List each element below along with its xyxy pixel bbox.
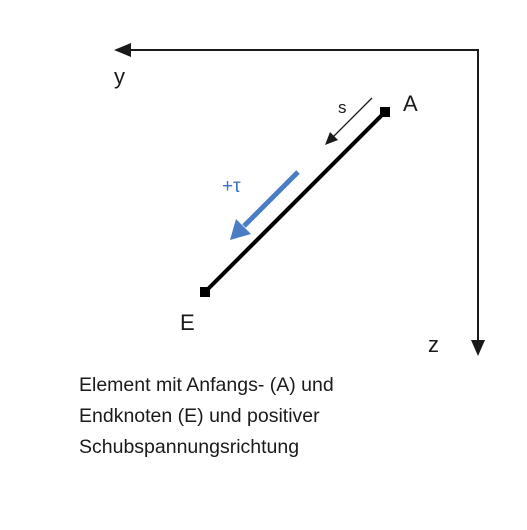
element-line: [203, 110, 387, 294]
tau-direction-arrowhead: [230, 219, 251, 240]
tau-label: +τ: [222, 176, 241, 197]
node-a-marker: [380, 107, 390, 117]
y-axis-arrowhead: [114, 43, 131, 57]
caption-line-2: Endknoten (E) und positiver: [79, 405, 320, 427]
caption-line-1: Element mit Anfangs- (A) und: [79, 374, 334, 396]
z-axis-arrowhead: [471, 340, 485, 356]
y-axis-label: y: [114, 64, 125, 89]
caption-line-3: Schubspannungsrichtung: [79, 436, 300, 458]
s-label: s: [338, 98, 347, 117]
node-a-label: A: [403, 91, 418, 116]
s-direction-arrowhead: [325, 132, 338, 145]
node-e-label: E: [180, 310, 195, 335]
tau-direction-arrow: [242, 170, 300, 228]
node-e-marker: [200, 287, 210, 297]
z-axis-label: z: [428, 332, 439, 357]
figure-caption: Element mit Anfangs- (A) und Endknoten (…: [79, 370, 499, 463]
s-direction-arrow: [331, 97, 373, 139]
